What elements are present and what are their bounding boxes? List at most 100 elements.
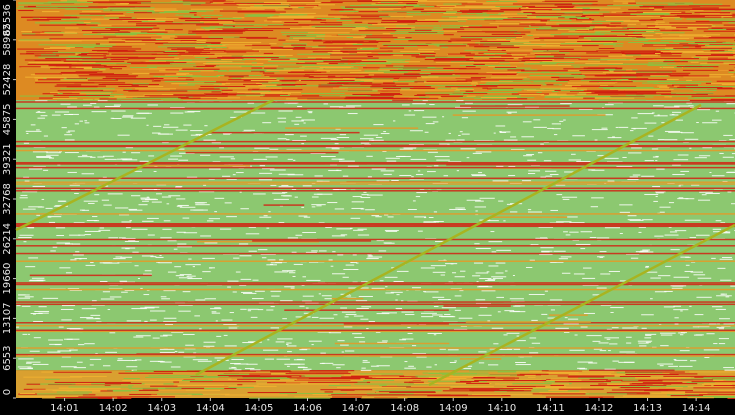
texture — [433, 306, 439, 308]
texture — [654, 7, 719, 9]
texture — [605, 20, 639, 22]
texture — [278, 110, 293, 112]
texture — [228, 367, 237, 369]
texture — [276, 67, 335, 69]
texture — [281, 195, 291, 197]
texture — [684, 219, 701, 221]
texture — [122, 159, 138, 161]
texture — [597, 256, 605, 258]
texture — [461, 91, 518, 93]
texture — [203, 46, 227, 48]
texture — [34, 55, 59, 57]
texture — [496, 296, 504, 298]
texture — [679, 43, 689, 45]
texture — [491, 76, 552, 78]
texture — [143, 94, 174, 96]
texture — [704, 15, 733, 17]
texture — [316, 205, 322, 207]
texture — [529, 337, 537, 339]
texture — [257, 249, 268, 251]
texture — [589, 396, 603, 398]
texture — [703, 382, 735, 384]
texture — [162, 142, 169, 144]
texture — [582, 28, 629, 30]
texture — [81, 308, 97, 310]
texture — [363, 191, 367, 193]
texture — [626, 28, 660, 30]
texture — [92, 300, 97, 302]
texture — [312, 51, 348, 53]
texture — [288, 371, 349, 373]
texture — [90, 314, 101, 316]
texture — [301, 284, 305, 286]
texture — [311, 206, 316, 208]
texture — [526, 15, 576, 17]
texture — [676, 14, 735, 16]
texture — [259, 71, 265, 73]
texture — [586, 335, 602, 337]
texture — [479, 197, 495, 199]
texture — [390, 16, 413, 18]
texture — [332, 251, 336, 253]
texture — [261, 257, 267, 259]
texture — [642, 82, 659, 84]
texture — [42, 297, 59, 299]
texture — [455, 381, 472, 383]
texture — [263, 2, 321, 4]
texture — [592, 294, 603, 296]
texture — [186, 275, 189, 277]
texture — [328, 259, 333, 261]
texture — [92, 1, 138, 3]
texture — [459, 27, 498, 29]
texture — [254, 147, 270, 149]
texture — [550, 309, 555, 311]
texture — [128, 208, 138, 210]
texture — [491, 216, 568, 218]
texture — [487, 320, 491, 322]
texture — [241, 78, 277, 80]
x-tick-label: 14:03 — [147, 403, 176, 414]
texture — [544, 290, 548, 292]
texture — [21, 30, 42, 32]
texture — [703, 42, 735, 44]
texture — [556, 23, 603, 25]
texture — [327, 202, 338, 204]
texture — [269, 43, 277, 45]
texture — [122, 379, 182, 381]
texture — [357, 234, 370, 236]
texture — [479, 43, 502, 45]
texture — [66, 131, 71, 133]
texture — [435, 57, 474, 59]
texture — [311, 26, 369, 28]
texture — [52, 246, 58, 248]
texture — [616, 166, 633, 168]
texture — [141, 40, 182, 42]
texture — [641, 314, 654, 316]
texture — [409, 144, 424, 146]
texture — [560, 90, 584, 92]
texture — [24, 296, 34, 298]
texture — [449, 208, 463, 210]
texture — [383, 379, 460, 381]
texture — [340, 48, 375, 50]
texture — [123, 378, 140, 380]
texture — [205, 58, 244, 60]
texture — [475, 210, 478, 212]
texture — [139, 160, 149, 162]
texture — [405, 314, 415, 316]
texture — [702, 35, 712, 37]
texture — [66, 338, 73, 340]
texture — [247, 102, 255, 104]
texture — [654, 21, 665, 23]
texture — [504, 270, 508, 272]
texture — [690, 9, 704, 11]
texture — [101, 199, 110, 201]
x-tick-label: 14:11 — [536, 403, 565, 414]
texture — [64, 243, 73, 245]
texture — [706, 333, 715, 335]
texture — [323, 42, 333, 44]
texture — [190, 4, 239, 6]
texture — [482, 14, 501, 16]
texture — [301, 206, 305, 208]
